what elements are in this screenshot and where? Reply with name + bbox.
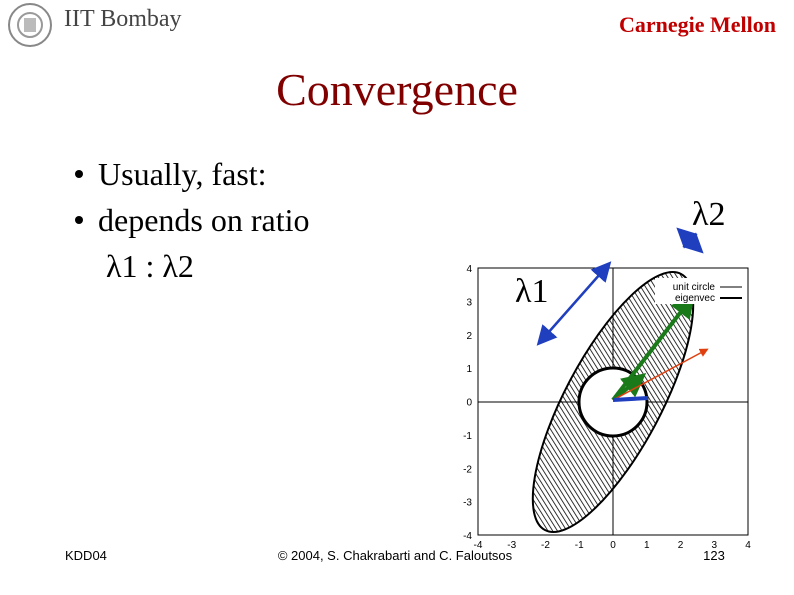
vector-arrow: [612, 396, 649, 402]
x-tick-label: 3: [711, 540, 717, 551]
bullet-dot: [75, 216, 83, 224]
y-tick-label: -3: [463, 498, 472, 509]
eigenvector-arrow: [611, 372, 647, 402]
y-tick-label: 1: [466, 364, 472, 375]
x-tick-label: 1: [644, 540, 650, 551]
lambda1-arrow: [536, 261, 612, 346]
y-tick-label: 2: [466, 331, 472, 342]
vector-arrow: [612, 348, 709, 401]
y-tick-label: 3: [466, 297, 472, 308]
header-left: IIT Bombay: [64, 6, 182, 32]
x-tick-label: -4: [474, 540, 483, 551]
annotation: λ1: [515, 273, 549, 310]
x-tick-label: -1: [575, 540, 584, 551]
legend-box: [655, 278, 745, 304]
y-tick-label: -2: [463, 464, 472, 475]
legend-label: unit circle: [673, 282, 716, 293]
slide-title: Convergence: [276, 64, 518, 115]
footer-center: © 2004, S. Chakrabarti and C. Faloutsos: [278, 548, 513, 563]
annotation: λ2: [692, 196, 726, 233]
logo: [8, 3, 52, 47]
x-tick-label: 4: [745, 540, 751, 551]
footer-left: KDD04: [65, 548, 107, 563]
header-right: Carnegie Mellon: [619, 12, 776, 37]
x-tick-label: -2: [541, 540, 550, 551]
figure: 4 3 2 1 0 -1 -2 -3 -4 4 3 2 1 0 -1 -2 -3 -4 unit circle e…: [463, 196, 751, 551]
lambda2-arrow: [676, 227, 704, 254]
x-tick-label: -3: [507, 540, 516, 551]
bullet: depends on ratio: [98, 202, 310, 238]
y-tick-label: -4: [463, 531, 472, 542]
bullet: Usually, fast:: [98, 156, 267, 192]
legend-label: eigenvec: [675, 293, 715, 304]
y-tick-label: -1: [463, 431, 472, 442]
sub-item: λ1 : λ2: [106, 248, 194, 284]
y-tick-label: 4: [466, 264, 472, 275]
bullet-dot: [75, 170, 83, 178]
x-tick-label: 2: [678, 540, 684, 551]
page-number: 123: [703, 548, 725, 563]
y-tick-label: 0: [466, 398, 472, 409]
x-tick-label: 0: [610, 540, 616, 551]
